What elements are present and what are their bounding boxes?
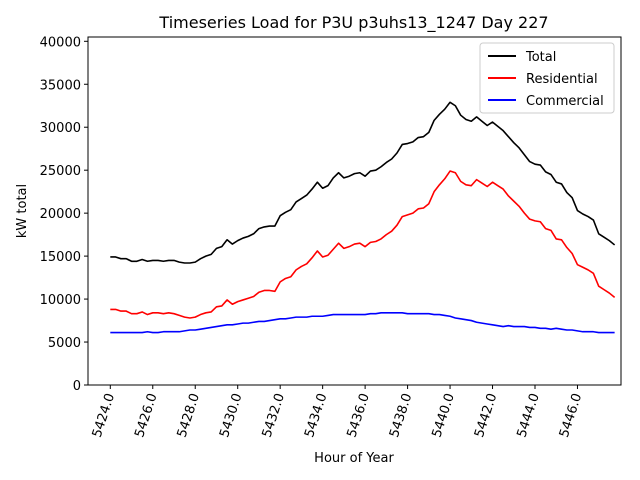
- y-axis-label: kW total: [15, 184, 30, 238]
- chart-title: Timeseries Load for P3U p3uhs13_1247 Day…: [158, 13, 548, 33]
- legend-box: [479, 42, 615, 114]
- y-tick-label: 5000: [48, 336, 81, 351]
- plot-frame: [87, 36, 622, 386]
- legend-label-commercial: Commercial: [526, 94, 604, 109]
- y-tick-label: 0: [73, 379, 81, 394]
- legend-label-total: Total: [525, 50, 556, 65]
- series-line-total: [110, 101, 616, 264]
- y-tick-label: 10000: [40, 293, 81, 308]
- series-line-residential: [110, 170, 616, 319]
- legend-label-residential: Residential: [526, 72, 598, 87]
- y-tick-label: 20000: [40, 207, 81, 222]
- y-tick-label: 25000: [40, 164, 81, 179]
- x-axis-label: Hour of Year: [314, 451, 394, 466]
- series-layer: [110, 101, 616, 334]
- y-tick-label: 30000: [40, 121, 81, 136]
- series-line-commercial: [110, 312, 615, 334]
- y-tick-label: 15000: [40, 250, 81, 265]
- y-tick-label: 35000: [40, 78, 81, 93]
- y-tick-label: 40000: [40, 35, 81, 50]
- legend: Total Residential Commercial: [479, 42, 615, 114]
